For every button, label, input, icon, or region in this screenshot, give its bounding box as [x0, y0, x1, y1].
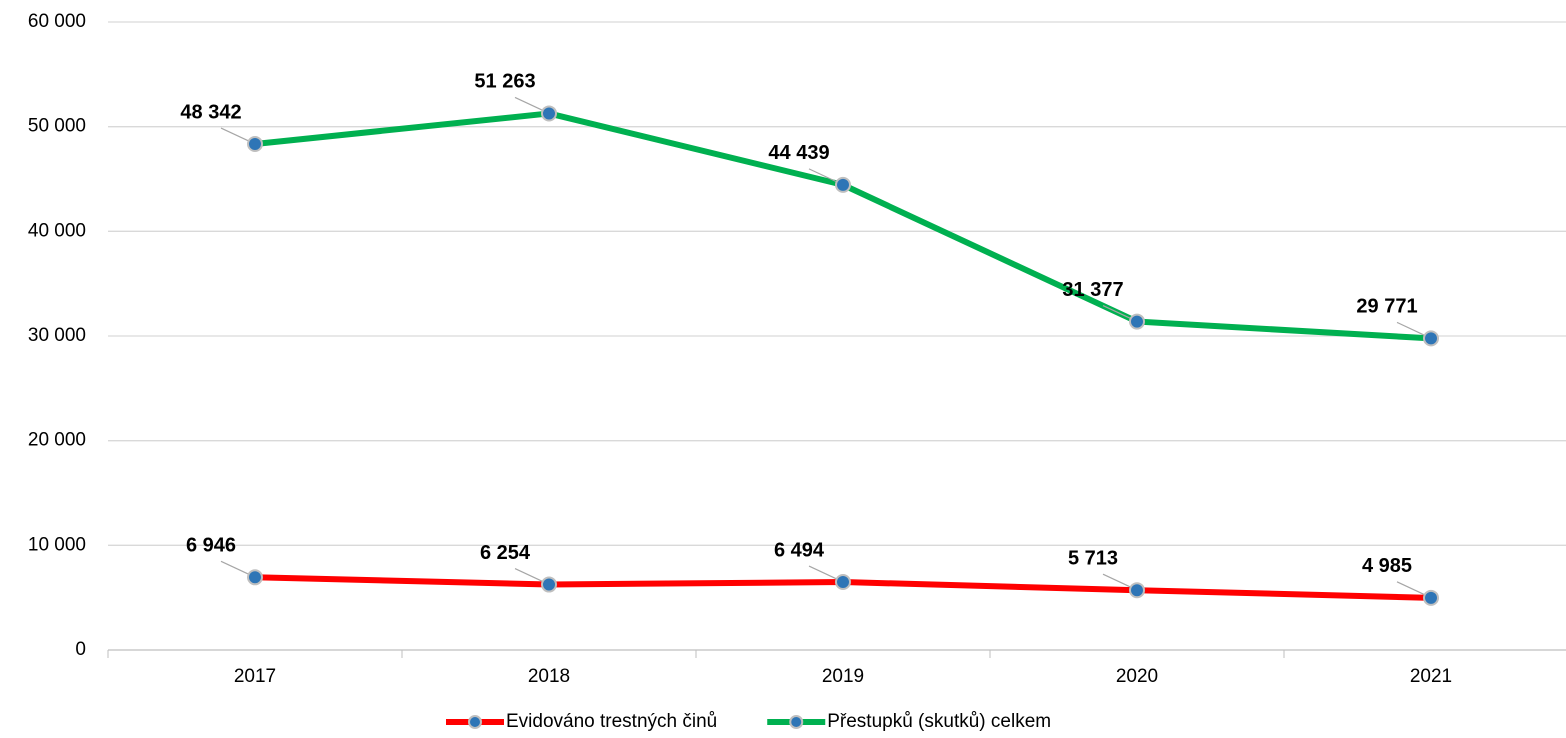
y-tick-label: 50 000	[28, 116, 86, 137]
x-tick-label: 2019	[822, 666, 864, 687]
y-tick-label: 60 000	[28, 11, 86, 32]
leader-line	[220, 560, 252, 576]
series-line	[254, 110, 1432, 342]
marker	[835, 574, 851, 591]
data-label: 31 377	[1062, 279, 1123, 301]
y-tick-label: 40 000	[28, 220, 86, 241]
marker	[541, 105, 557, 122]
legend-marker	[468, 715, 482, 729]
marker	[247, 569, 263, 586]
x-tick-label: 2021	[1410, 666, 1452, 687]
x-tick-label: 2018	[528, 666, 570, 687]
x-tick-label: 2020	[1116, 666, 1158, 687]
data-label: 44 439	[768, 142, 829, 164]
data-label: 4 985	[1362, 555, 1412, 577]
marker	[1423, 589, 1439, 606]
leader-line	[1102, 305, 1134, 321]
data-label: 6 946	[186, 535, 236, 557]
y-tick-label: 30 000	[28, 325, 86, 346]
data-label: 48 342	[180, 101, 241, 123]
x-tick-label: 2017	[234, 666, 276, 687]
data-label: 5 713	[1068, 547, 1118, 569]
leader-line	[808, 168, 840, 184]
data-label: 6 254	[480, 542, 531, 564]
leader-line	[514, 96, 546, 112]
marker	[247, 136, 263, 153]
legend-label: Evidováno trestných činů	[506, 711, 717, 732]
marker	[1129, 582, 1145, 599]
data-label: 6 494	[774, 539, 825, 561]
marker	[1423, 330, 1439, 347]
y-tick-label: 20 000	[28, 430, 86, 451]
marker	[835, 176, 851, 193]
leader-line	[1396, 321, 1428, 337]
y-tick-label: 0	[75, 639, 86, 660]
leader-line	[220, 127, 252, 143]
legend-label: Přestupků (skutků) celkem	[827, 711, 1051, 732]
y-tick-label: 10 000	[28, 534, 86, 555]
marker	[1129, 313, 1145, 330]
marker	[541, 576, 557, 593]
data-label: 51 263	[474, 71, 535, 93]
legend-marker	[789, 715, 804, 729]
leader-line	[808, 565, 840, 581]
leader-line	[514, 567, 546, 584]
data-label: 29 771	[1356, 296, 1417, 318]
leader-line	[1396, 581, 1428, 597]
leader-line	[1102, 573, 1134, 589]
